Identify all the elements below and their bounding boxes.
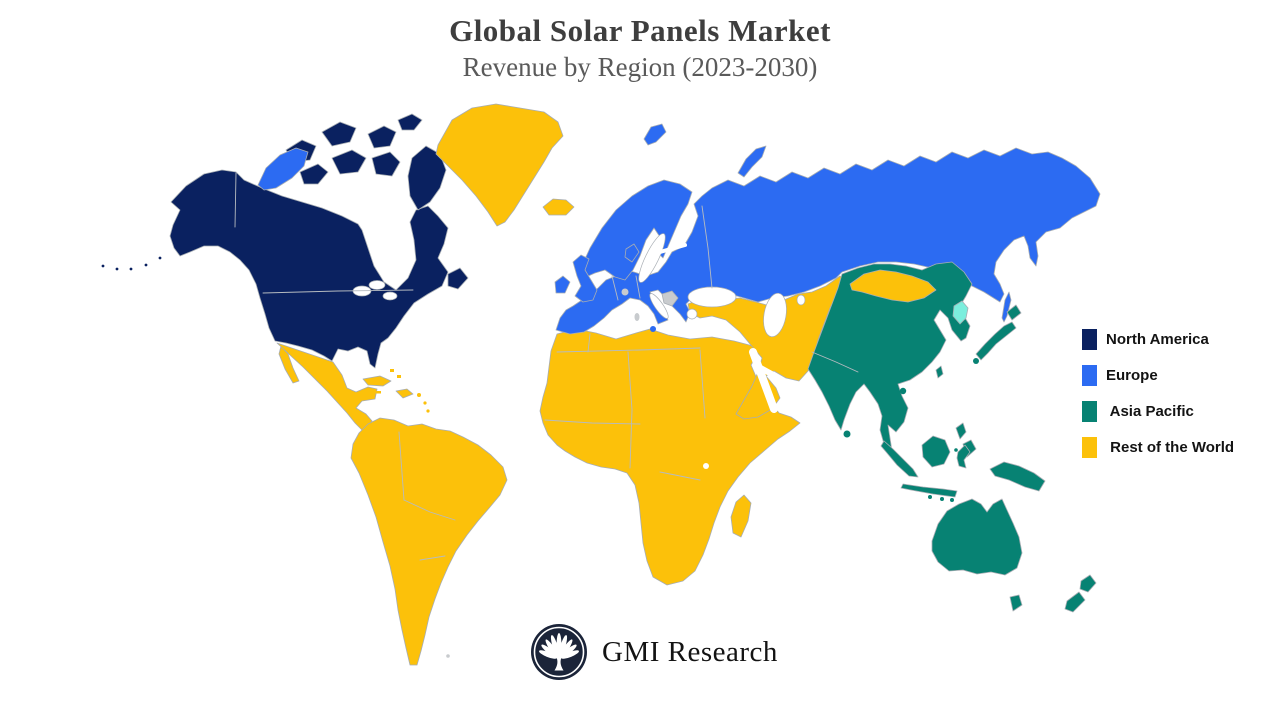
aleutian-islands — [101, 256, 162, 271]
aegean-sea — [686, 308, 698, 320]
sardinia — [634, 313, 640, 321]
sri-lanka — [843, 430, 851, 438]
region-north-america — [101, 113, 469, 369]
japan-hokkaido — [1006, 304, 1022, 321]
country-borders — [234, 172, 859, 561]
baltic-sea — [638, 233, 666, 283]
novaya-zemlya — [737, 145, 767, 178]
legend-label: Rest of the World — [1106, 439, 1235, 456]
region-south-america — [350, 417, 508, 666]
palm-fan-icon — [539, 633, 579, 671]
legend-label: North America — [1106, 331, 1209, 348]
legend-item-rest-of-world: Rest of the World — [1082, 437, 1234, 458]
china-india-southeast-asia — [807, 261, 973, 452]
ireland — [554, 275, 571, 294]
baffin-island — [407, 145, 447, 211]
australia — [931, 498, 1023, 576]
indonesia — [880, 435, 1046, 502]
iceland — [542, 198, 575, 216]
sulawesi — [956, 444, 971, 469]
new-zealand-north — [1079, 574, 1097, 593]
falkland-islands — [446, 654, 450, 658]
japan-kyushu — [973, 358, 979, 364]
united-kingdom — [572, 254, 598, 303]
alaska-canada-border — [234, 172, 237, 228]
red-sea — [749, 348, 778, 413]
legend-item-europe: Europe — [1082, 365, 1234, 386]
legend-swatch-rest-of-world — [1082, 437, 1097, 458]
region-europe-russia — [257, 123, 1101, 335]
sicily — [650, 326, 656, 332]
sakhalin — [1001, 291, 1012, 323]
brand-footer: GMI Research — [530, 623, 778, 681]
hispaniola — [395, 388, 414, 399]
sumatra — [880, 440, 919, 478]
legend-swatch-europe — [1082, 365, 1097, 386]
region-mexico-central-america — [276, 342, 430, 440]
gulf-of-finland — [658, 243, 687, 254]
tasmania — [1009, 594, 1023, 612]
switzerland — [621, 288, 629, 296]
borneo — [921, 435, 951, 468]
baja-california — [278, 345, 300, 384]
legend-label: Europe — [1106, 367, 1158, 384]
newfoundland — [447, 267, 469, 290]
seas — [638, 233, 806, 469]
map-legend: North America Europe Asia Pacific Rest o… — [1082, 329, 1234, 458]
hainan — [899, 387, 907, 395]
caspian-sea — [763, 292, 787, 338]
canadian-arctic-islands — [285, 113, 447, 211]
mongolia — [849, 269, 937, 303]
adriatic-sea — [649, 293, 669, 319]
aral-sea — [796, 294, 806, 306]
madagascar — [730, 494, 752, 538]
header: Global Solar Panels Market Revenue by Re… — [0, 12, 1280, 84]
japan-honshu — [975, 321, 1017, 361]
north-korea — [952, 300, 969, 325]
cuba — [362, 375, 392, 387]
balkans — [661, 290, 679, 307]
new-guinea — [989, 461, 1046, 492]
greenland — [435, 103, 564, 227]
page-title: Global Solar Panels Market — [449, 13, 831, 48]
africa-landmass — [539, 328, 801, 586]
lake-victoria — [703, 463, 709, 469]
legend-item-asia-pacific: Asia Pacific — [1082, 401, 1234, 422]
page-subtitle: Revenue by Region (2023-2030) — [462, 52, 818, 82]
persian-gulf — [754, 363, 780, 380]
us-canada-border — [262, 289, 414, 294]
usa-canada-alaska-landmass — [169, 169, 449, 369]
denmark — [624, 243, 640, 263]
brand-name: GMI Research — [602, 635, 778, 668]
new-zealand-south — [1064, 591, 1086, 613]
chukotka-wrap — [257, 147, 309, 191]
black-sea — [687, 286, 737, 308]
region-asia-pacific — [807, 261, 1097, 613]
java — [900, 483, 958, 498]
taiwan — [935, 365, 944, 379]
legend-swatch-north-america — [1082, 329, 1097, 350]
gmi-logo-icon — [531, 624, 587, 680]
legend-item-north-america: North America — [1082, 329, 1234, 350]
legend-swatch-asia-pacific — [1082, 401, 1097, 422]
south-america-landmass — [350, 417, 508, 666]
region-africa — [539, 328, 801, 586]
legend-label: Asia Pacific — [1106, 403, 1194, 420]
svalbard — [643, 123, 667, 146]
